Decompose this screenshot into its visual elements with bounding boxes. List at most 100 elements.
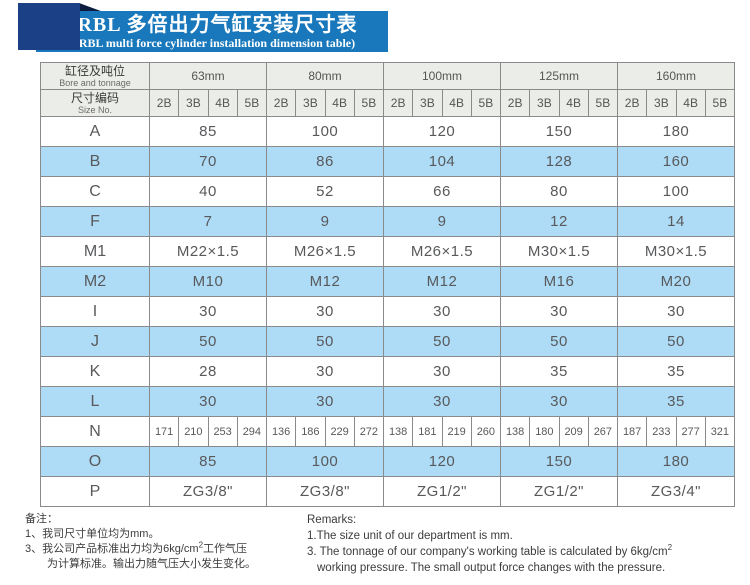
cell-N-100mm-4B: 219: [441, 416, 472, 447]
bore-tonnage-label-zh: 缸径及吨位: [64, 63, 125, 78]
cell-N-125mm-3B: 180: [529, 416, 560, 447]
size-no-label-en: Size No.: [77, 104, 112, 115]
size-no-header-80mm-5B: 5B: [353, 89, 385, 117]
cell-N-125mm-2B: 138: [499, 416, 531, 447]
cell-K-160mm: 35: [617, 356, 735, 387]
size-no-header-63mm-5B: 5B: [236, 89, 268, 117]
size-no-header-125mm-2B: 2B: [499, 89, 531, 117]
cell-F-125mm: 12: [500, 206, 618, 237]
size-no-header-80mm-4B: 4B: [324, 89, 355, 117]
cell-P-125mm: ZG1/2": [500, 476, 618, 507]
cell-N-80mm-4B: 229: [324, 416, 355, 447]
cell-N-100mm-5B: 260: [470, 416, 502, 447]
cell-J-80mm: 50: [266, 326, 384, 357]
cell-B-80mm: 86: [266, 146, 384, 177]
size-no-header-125mm-5B: 5B: [587, 89, 619, 117]
cell-N-100mm-3B: 181: [412, 416, 443, 447]
size-no-header-63mm-2B: 2B: [148, 89, 180, 117]
cell-A-80mm: 100: [266, 116, 384, 147]
cell-N-63mm-2B: 171: [148, 416, 180, 447]
notes-en-line3: working pressure. The small output force…: [317, 562, 666, 574]
cell-N-160mm-3B: 233: [646, 416, 677, 447]
table-row-A: A 85 100 120 150 180: [40, 116, 735, 147]
cell-M2-100mm: M12: [383, 266, 501, 297]
size-no-header-cell: 尺寸编码 Size No.: [40, 89, 150, 117]
table-body: A 85 100 120 150 180 B 70 86 104 128 160 C 40 52 66 80 10…: [40, 116, 736, 507]
row-label-B: B: [40, 146, 150, 177]
cell-K-80mm: 30: [266, 356, 384, 387]
cell-J-100mm: 50: [383, 326, 501, 357]
notes-zh-line3: 为计算标准。输出力随气压大小发生变化。: [47, 558, 256, 570]
size-header-63mm: 63mm: [149, 62, 267, 90]
size-no-header-80mm-3B: 3B: [295, 89, 326, 117]
cell-N-80mm-5B: 272: [353, 416, 385, 447]
cell-M1-80mm: M26×1.5: [266, 236, 384, 267]
table-row-J: J 50 50 50 50 50: [40, 326, 735, 357]
table-row-N: N 171 210 253 294 136 186 229 272 138 181 219 260 138…: [40, 416, 736, 447]
notes-en-heading: Remarks:: [307, 514, 357, 526]
cell-C-125mm: 80: [500, 176, 618, 207]
table-head: 缸径及吨位 Bore and tonnage 63mm 80mm 100mm 125m…: [40, 62, 736, 117]
cell-N-160mm-2B: 187: [616, 416, 648, 447]
notes-en-line1: 1.The size unit of our department is mm.: [307, 530, 513, 542]
cell-M1-125mm: M30×1.5: [500, 236, 618, 267]
row-label-F: F: [40, 206, 150, 237]
notes-en-line2: 3. The tonnage of our company's working …: [307, 543, 673, 558]
cell-M1-100mm: M26×1.5: [383, 236, 501, 267]
cell-L-160mm: 35: [617, 386, 735, 417]
cell-N-160mm-4B: 277: [675, 416, 706, 447]
notes-zh-line1: 1、我司尺寸单位均为mm。: [25, 528, 160, 540]
size-no-header-63mm-4B: 4B: [207, 89, 238, 117]
cell-B-100mm: 104: [383, 146, 501, 177]
cell-L-63mm: 30: [149, 386, 267, 417]
row-label-N: N: [40, 416, 150, 447]
cell-N-63mm-3B: 210: [178, 416, 209, 447]
size-no-header-100mm-5B: 5B: [470, 89, 502, 117]
cell-P-160mm: ZG3/4": [617, 476, 735, 507]
cell-J-160mm: 50: [617, 326, 735, 357]
cell-C-160mm: 100: [617, 176, 735, 207]
cell-N-160mm-5B: 321: [704, 416, 736, 447]
row-label-O: O: [40, 446, 150, 477]
cell-L-80mm: 30: [266, 386, 384, 417]
table-row-B: B 70 86 104 128 160: [40, 146, 735, 177]
cell-B-125mm: 128: [500, 146, 618, 177]
ribbon-fold-decoration: [79, 3, 109, 14]
size-no-header-100mm-3B: 3B: [412, 89, 443, 117]
bore-tonnage-header-cell: 缸径及吨位 Bore and tonnage: [40, 62, 150, 90]
table-row-C: C 40 52 66 80 100: [40, 176, 735, 207]
cell-M1-160mm: M30×1.5: [617, 236, 735, 267]
title-banner: JRBL 多倍出力气缸安装尺寸表 (JRBL multi force cylin…: [36, 11, 388, 52]
size-header-100mm: 100mm: [383, 62, 501, 90]
size-no-header-63mm-3B: 3B: [178, 89, 209, 117]
row-label-J: J: [40, 326, 150, 357]
corner-square-decoration: [18, 3, 80, 50]
cell-C-100mm: 66: [383, 176, 501, 207]
cell-K-100mm: 30: [383, 356, 501, 387]
bore-tonnage-label-en: Bore and tonnage: [59, 77, 131, 88]
cell-N-100mm-2B: 138: [382, 416, 414, 447]
table-row-M2: M2 M10 M12 M12 M16 M20: [40, 266, 735, 297]
cell-I-63mm: 30: [149, 296, 267, 327]
cell-A-100mm: 120: [383, 116, 501, 147]
size-no-header-160mm-5B: 5B: [704, 89, 736, 117]
cell-I-80mm: 30: [266, 296, 384, 327]
size-header-80mm: 80mm: [266, 62, 384, 90]
size-no-header-160mm-2B: 2B: [616, 89, 648, 117]
notes-zh-heading: 备注：: [25, 513, 58, 525]
cell-N-125mm-5B: 267: [587, 416, 619, 447]
cell-N-63mm-4B: 253: [207, 416, 238, 447]
cell-O-125mm: 150: [500, 446, 618, 477]
table-row-O: O 85 100 120 150 180: [40, 446, 735, 477]
cell-N-125mm-4B: 209: [558, 416, 589, 447]
cell-A-160mm: 180: [617, 116, 735, 147]
cell-F-100mm: 9: [383, 206, 501, 237]
notes-zh-line2: 3、我公司产品标准出力均为6kg/cm2工作气压: [25, 540, 248, 555]
cell-I-100mm: 30: [383, 296, 501, 327]
table-row-M1: M1 M22×1.5 M26×1.5 M26×1.5 M30×1.5 M30×1.5: [40, 236, 735, 267]
cell-N-80mm-3B: 186: [295, 416, 326, 447]
cell-P-100mm: ZG1/2": [383, 476, 501, 507]
cell-C-63mm: 40: [149, 176, 267, 207]
size-no-label-zh: 尺寸编码: [70, 90, 119, 105]
